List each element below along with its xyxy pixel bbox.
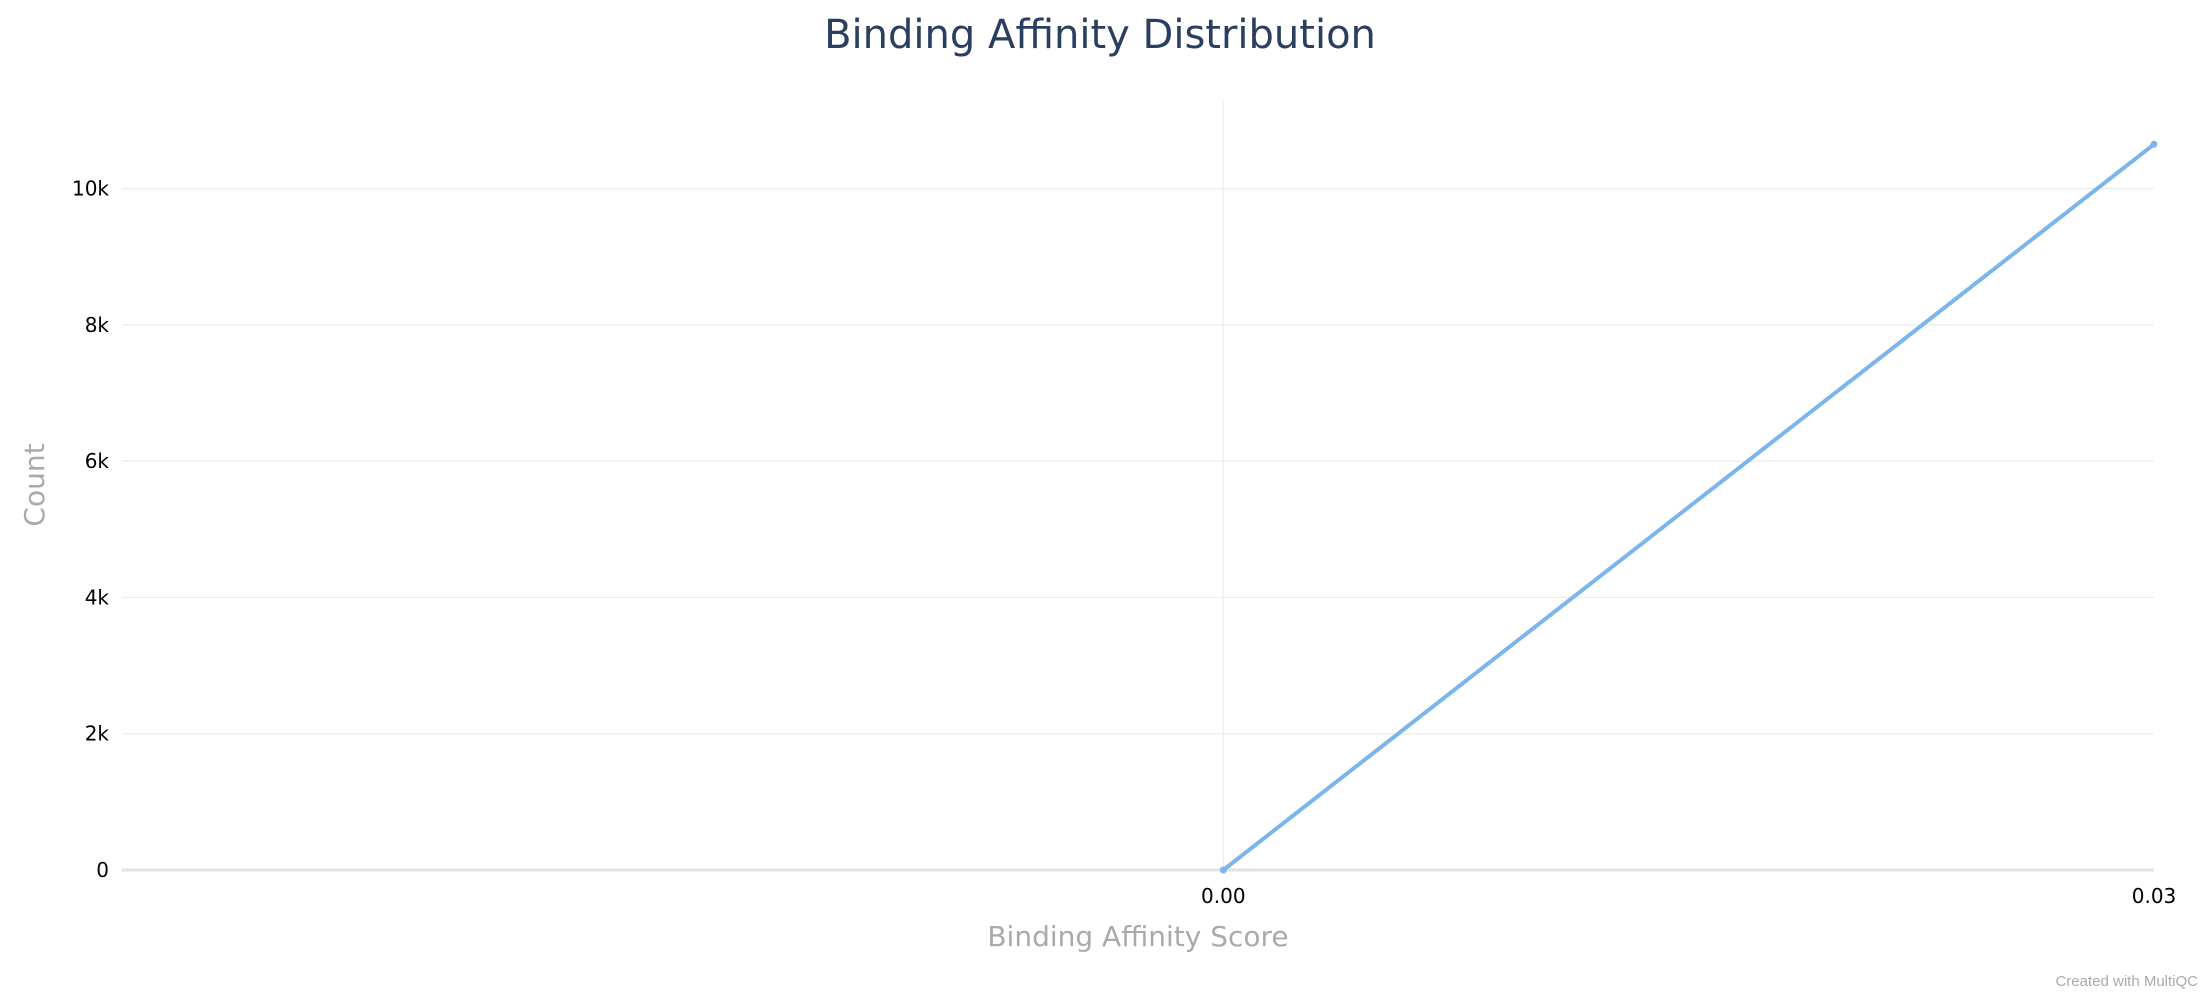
y-tick-label: 10k <box>72 177 109 201</box>
credit-text: Created with MultiQC <box>2055 973 2198 990</box>
chart-title: Binding Affinity Distribution <box>824 12 1376 58</box>
y-axis-title: Count <box>18 443 51 526</box>
series-line <box>1221 142 2156 872</box>
y-tick-label: 8k <box>85 313 110 337</box>
x-tick-label: 0.03 <box>2132 884 2177 908</box>
y-tick-label: 2k <box>85 722 110 746</box>
grid <box>122 100 2154 872</box>
y-tick-label: 6k <box>85 449 110 473</box>
y-tick-label: 4k <box>85 585 110 609</box>
y-axis-ticks: 0 2k 4k 6k 8k 10k <box>72 177 109 882</box>
series-layer <box>1219 140 2158 874</box>
x-axis-ticks: 0.00 0.03 <box>1201 884 2176 908</box>
data-point <box>1219 866 1227 874</box>
y-tick-label: 0 <box>96 858 109 882</box>
x-tick-label: 0.00 <box>1201 884 1246 908</box>
x-axis-title: Binding Affinity Score <box>987 920 1288 953</box>
data-point <box>2150 140 2158 148</box>
